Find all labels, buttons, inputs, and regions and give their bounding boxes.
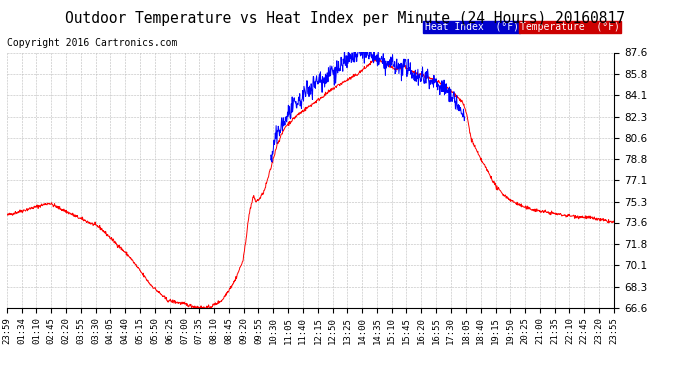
Text: Outdoor Temperature vs Heat Index per Minute (24 Hours) 20160817: Outdoor Temperature vs Heat Index per Mi… xyxy=(65,11,625,26)
Text: Heat Index  (°F): Heat Index (°F) xyxy=(424,22,519,32)
Text: Copyright 2016 Cartronics.com: Copyright 2016 Cartronics.com xyxy=(7,38,177,48)
Text: Temperature  (°F): Temperature (°F) xyxy=(520,22,620,32)
